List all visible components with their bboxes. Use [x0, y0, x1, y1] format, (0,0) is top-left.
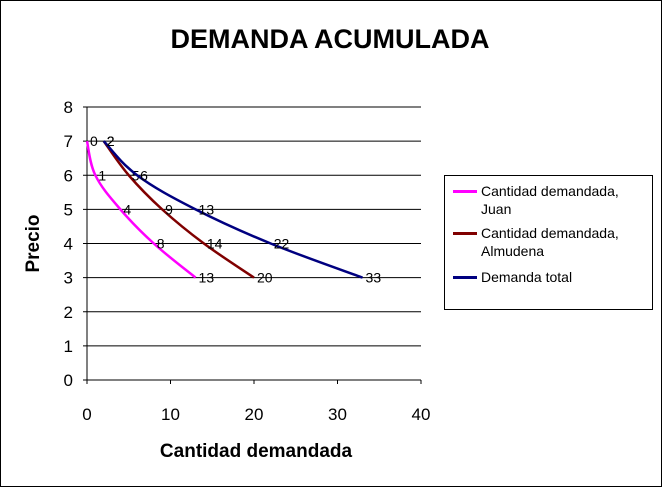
- data-label-s1-p3: 4: [123, 201, 131, 217]
- data-label-s1-p2: 1: [98, 167, 106, 183]
- legend-label-line: Demanda total: [481, 269, 573, 285]
- y-tick-label-2: 2: [64, 303, 73, 322]
- legend-label-2: Cantidad demandada, Almudena: [481, 224, 619, 260]
- legend-label-line: Cantidad demandada,: [481, 225, 619, 241]
- y-tick-label-4: 4: [64, 235, 73, 254]
- series-line-3: [102, 140, 363, 279]
- series-line-2: [102, 140, 255, 279]
- data-label-s3-p2: 6: [140, 167, 148, 183]
- data-label-s3-p1: 2: [107, 133, 115, 149]
- y-tick-label-7: 7: [64, 132, 73, 151]
- data-label-s2-p4: 14: [207, 236, 223, 252]
- legend-label-3: Demanda total: [481, 268, 572, 286]
- legend-label-1: Cantidad demandada, Juan: [481, 182, 619, 218]
- data-label-s2-p1: 2: [107, 133, 115, 149]
- legend-swatch-1: [453, 190, 477, 193]
- legend-label-line: Almudena: [481, 243, 545, 259]
- y-tick-label-3: 3: [64, 269, 73, 288]
- chart-title: DEMANDA ACUMULADA: [170, 24, 490, 54]
- x-axis-title: Cantidad demandada: [160, 441, 353, 462]
- data-label-s1-p4: 8: [157, 236, 165, 252]
- data-label-s3-p3: 13: [199, 201, 215, 217]
- y-tick-label-1: 1: [64, 337, 73, 356]
- data-label-s1-p5: 13: [199, 270, 215, 286]
- x-tick-label-40: 40: [412, 405, 431, 424]
- x-tick-label-30: 30: [328, 405, 347, 424]
- legend-label-line: Juan: [481, 201, 512, 217]
- series-line-1: [85, 140, 197, 279]
- y-tick-label-0: 0: [64, 371, 73, 390]
- x-tick-label-10: 10: [161, 405, 180, 424]
- y-tick-label-8: 8: [64, 98, 73, 117]
- data-label-s1-p1: 0: [90, 133, 98, 149]
- x-tick-label-0: 0: [82, 405, 91, 424]
- y-tick-label-6: 6: [64, 166, 73, 185]
- x-tick-label-20: 20: [245, 405, 264, 424]
- data-label-s3-p4: 22: [274, 236, 290, 252]
- legend-swatch-2: [453, 232, 477, 235]
- data-label-s2-p5: 20: [257, 270, 273, 286]
- legend-swatch-3: [453, 276, 477, 279]
- data-label-s2-p3: 9: [165, 201, 173, 217]
- legend: Cantidad demandada, Juan Cantidad demandad…: [444, 175, 653, 310]
- data-label-s3-p5: 33: [366, 270, 382, 286]
- y-axis-title: Precio: [23, 214, 44, 272]
- y-tick-label-5: 5: [64, 200, 73, 219]
- legend-label-line: Cantidad demandada,: [481, 183, 619, 199]
